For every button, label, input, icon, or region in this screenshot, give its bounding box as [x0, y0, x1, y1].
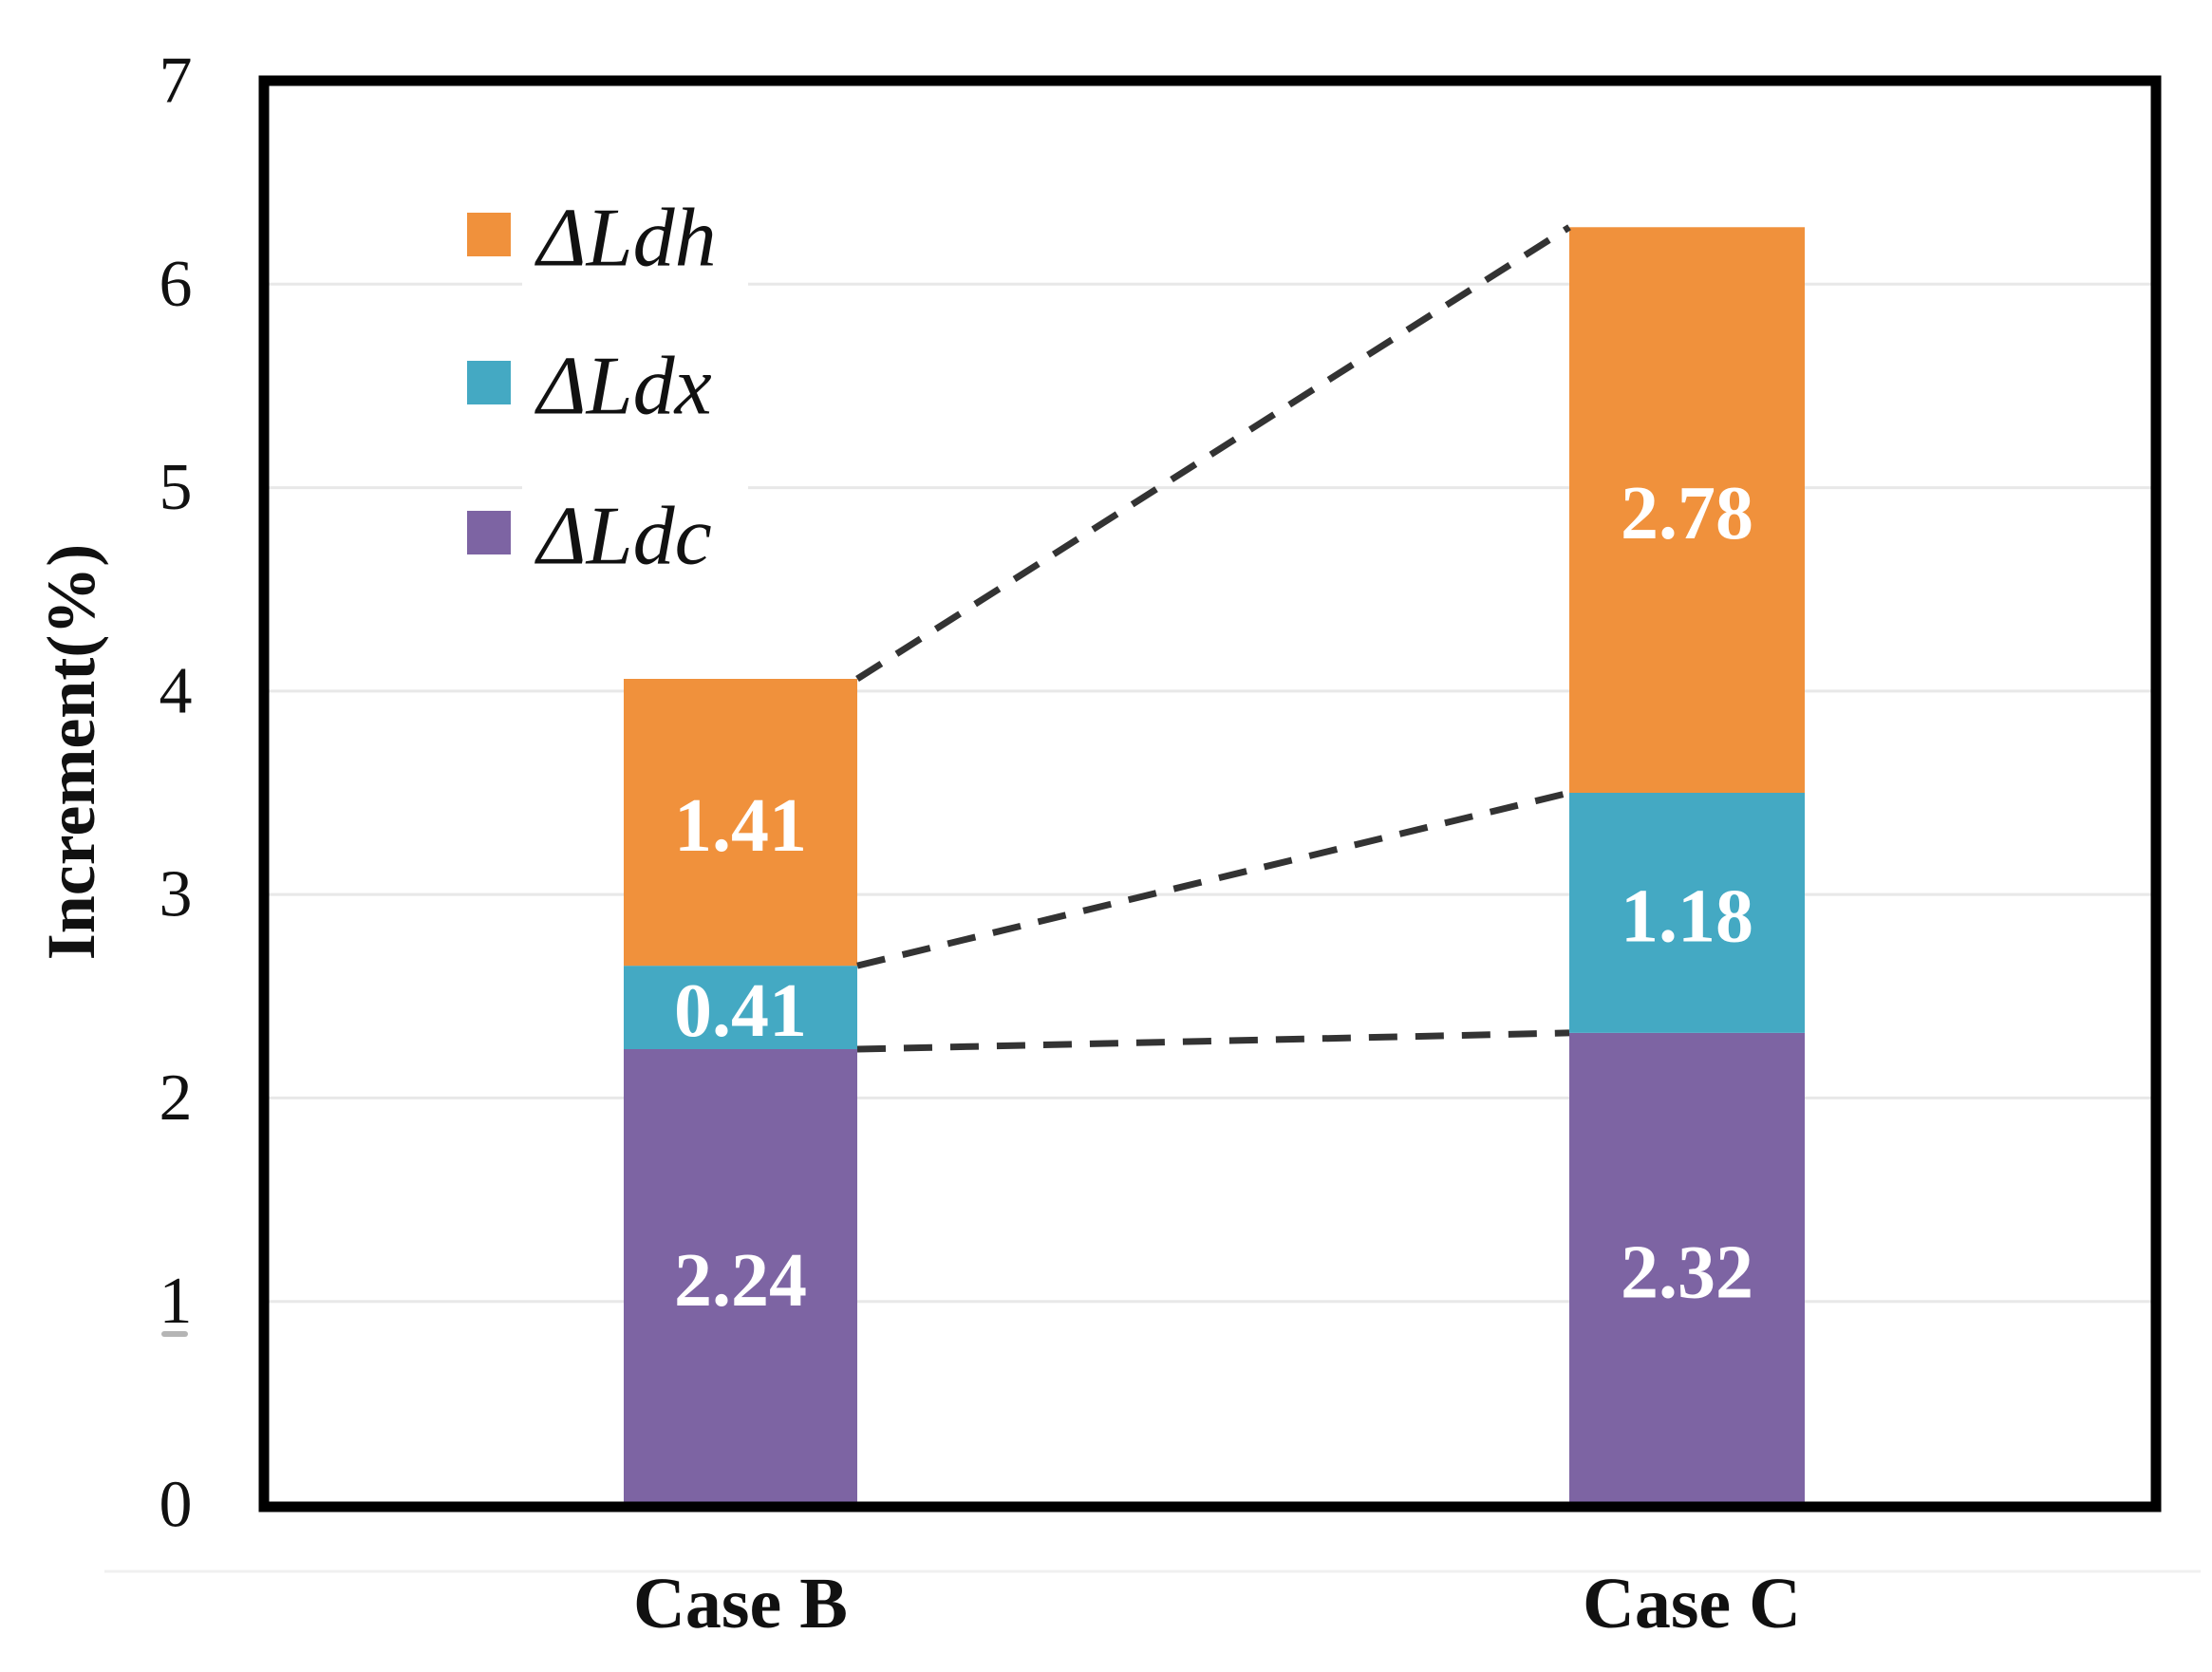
legend-swatch-delta-ldh [467, 213, 511, 256]
legend-label-background [522, 180, 748, 289]
bar-value-label-delta-ldx-case-b: 0.41 [674, 969, 807, 1053]
bar-segment-delta-ldx-case-c [1569, 793, 1805, 1033]
y-tick-label-3: 3 [159, 858, 193, 931]
legend-swatch-delta-ldc [467, 511, 511, 554]
dashed-connector-2 [856, 789, 1570, 969]
tick-dash-artifact [161, 1331, 188, 1337]
dashed-connector-1 [855, 224, 1571, 682]
legend-label-delta-ldh: ΔLdh [534, 193, 717, 285]
bar-segment-delta-ldh-case-b [624, 679, 857, 967]
bar-value-label-delta-ldx-case-c: 1.18 [1621, 874, 1753, 958]
x-category-label-case-c: Case C [1583, 1564, 1801, 1644]
dashed-connector-3 [856, 1029, 1570, 1053]
bar-segment-delta-ldx-case-b [624, 966, 857, 1049]
bar-segment-delta-ldc-case-b [624, 1049, 857, 1505]
bar-value-label-delta-ldc-case-b: 2.24 [674, 1239, 807, 1323]
legend-label-delta-ldx: ΔLdx [534, 341, 712, 433]
y-tick-label-2: 2 [159, 1061, 193, 1135]
legend-label-background [522, 329, 748, 437]
bar-value-label-delta-ldh-case-b: 1.41 [674, 784, 807, 868]
y-tick-label-1: 1 [159, 1265, 193, 1338]
y-axis-title: Increment(%) [33, 544, 109, 961]
y-tick-label-0: 0 [159, 1469, 193, 1542]
bar-value-label-delta-ldc-case-c: 2.32 [1621, 1231, 1753, 1314]
y-tick-label-4: 4 [159, 654, 193, 727]
y-tick-label-5: 5 [159, 451, 193, 524]
bar-segment-delta-ldh-case-c [1569, 227, 1805, 794]
y-tick-label-7: 7 [159, 45, 193, 118]
plot-frame [258, 75, 2162, 1512]
y-tick-label-6: 6 [159, 248, 193, 321]
x-category-label-case-b: Case B [633, 1564, 848, 1644]
legend-label-delta-ldc: ΔLdc [534, 491, 712, 583]
legend-label-background [522, 479, 748, 587]
bar-segment-delta-ldc-case-c [1569, 1032, 1805, 1505]
bar-value-label-delta-ldh-case-c: 2.78 [1621, 472, 1753, 555]
legend-swatch-delta-ldx [467, 361, 511, 404]
